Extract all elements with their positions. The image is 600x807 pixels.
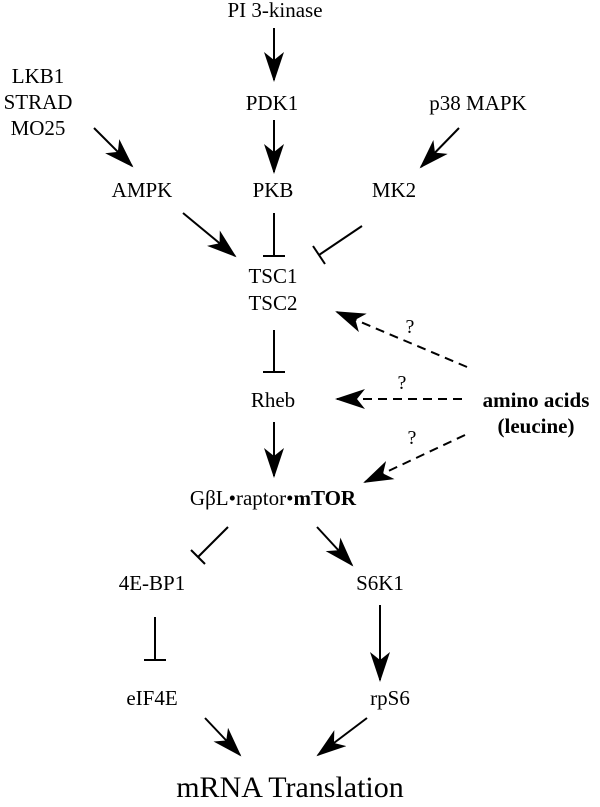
mtor-complex-prefix: GβL•raptor•	[190, 486, 294, 510]
dashed-arrow-aa-to-tsc2	[335, 311, 468, 368]
node-p38-mapk: p38 MAPK	[429, 91, 526, 115]
arrow-lkb1-to-ampk	[93, 127, 134, 168]
question-mark-rheb: ?	[398, 372, 407, 394]
arrow-mtor-to-s6k1	[316, 526, 354, 567]
node-leucine: (leucine)	[498, 414, 575, 438]
question-mark-mtor: ?	[408, 427, 417, 449]
question-mark-tsc2: ?	[406, 316, 415, 338]
node-s6k1: S6K1	[356, 571, 404, 595]
node-amino-acids: amino acids	[483, 388, 590, 412]
node-mtor-complex: GβL•raptor•mTOR	[190, 486, 357, 510]
node-lkb1: LKB1	[12, 64, 65, 88]
node-tsc2: TSC2	[248, 291, 297, 315]
node-mo25: MO25	[11, 116, 66, 140]
node-eif4e: eIF4E	[126, 686, 177, 710]
inhibit-4ebp1-to-eif4e	[144, 617, 166, 661]
inhibit-mk2-to-tsc1	[312, 225, 363, 265]
node-ampk: AMPK	[112, 178, 173, 202]
node-4ebp1: 4E-BP1	[119, 571, 186, 595]
arrow-p38-to-mk2	[419, 127, 460, 169]
node-strad: STRAD	[4, 90, 73, 114]
inhibit-tsc2-to-rheb	[263, 330, 285, 373]
arrow-eif4e-to-translation	[204, 717, 242, 757]
arrow-ampk-to-tsc1	[182, 212, 237, 258]
node-rheb: Rheb	[251, 388, 295, 412]
node-pkb: PKB	[253, 178, 294, 202]
mtor-complex-mtor: mTOR	[293, 486, 356, 510]
node-pdk1: PDK1	[246, 91, 299, 115]
node-rps6: rpS6	[370, 686, 410, 710]
inhibit-mtor-to-4ebp1	[190, 526, 229, 565]
node-mrna-translation: mRNA Translation	[176, 771, 404, 804]
arrow-rps6-to-translation	[316, 717, 368, 757]
node-mk2: MK2	[372, 178, 416, 202]
node-tsc1: TSC1	[248, 264, 297, 288]
dashed-arrow-aa-to-mtor	[363, 434, 466, 483]
node-pi3k: PI 3-kinase	[227, 0, 322, 22]
inhibit-pkb-to-tsc1	[263, 213, 285, 257]
